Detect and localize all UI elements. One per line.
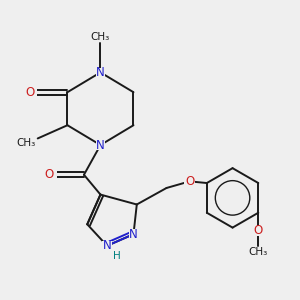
Text: N: N bbox=[103, 239, 111, 252]
Text: CH₃: CH₃ bbox=[249, 247, 268, 257]
Bar bbox=[102, 241, 112, 251]
Text: CH₃: CH₃ bbox=[91, 32, 110, 42]
Bar bbox=[253, 226, 264, 236]
Text: N: N bbox=[96, 139, 105, 152]
Text: N: N bbox=[129, 228, 138, 241]
Bar bbox=[28, 88, 38, 97]
Text: N: N bbox=[96, 66, 105, 79]
Bar bbox=[96, 140, 105, 150]
Bar bbox=[96, 68, 105, 77]
Text: H: H bbox=[113, 251, 121, 261]
Bar bbox=[48, 170, 57, 179]
Text: O: O bbox=[254, 224, 263, 237]
Text: O: O bbox=[45, 168, 54, 181]
Bar bbox=[184, 177, 195, 186]
Bar bbox=[128, 229, 138, 239]
Text: CH₃: CH₃ bbox=[16, 138, 36, 148]
Text: O: O bbox=[185, 175, 194, 188]
Text: O: O bbox=[26, 86, 35, 99]
